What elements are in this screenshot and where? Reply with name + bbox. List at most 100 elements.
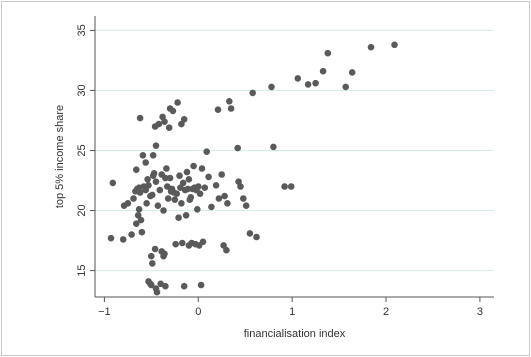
scatter-point bbox=[142, 186, 149, 194]
y-tick-label: 25 bbox=[76, 144, 88, 156]
scatter-point bbox=[367, 43, 375, 51]
scatter-point bbox=[149, 260, 156, 267]
scatter-point bbox=[179, 239, 186, 247]
scatter-point bbox=[226, 98, 233, 105]
x-tick-label: 1 bbox=[289, 306, 295, 318]
scatter-point bbox=[312, 79, 319, 87]
scatter-point bbox=[183, 168, 191, 176]
scatter-point bbox=[187, 194, 195, 201]
scatter-point bbox=[133, 166, 140, 173]
scatter-point bbox=[135, 206, 143, 213]
scatter-point bbox=[195, 183, 202, 190]
scatter-point bbox=[324, 49, 332, 57]
y-tick-label: 20 bbox=[76, 204, 88, 216]
scatter-point bbox=[163, 165, 170, 172]
scatter-point bbox=[198, 165, 206, 172]
scatter-point bbox=[144, 176, 151, 183]
scatter-point bbox=[152, 178, 160, 185]
scatter-point bbox=[174, 99, 181, 106]
gridlines bbox=[95, 29, 494, 272]
scatter-point bbox=[190, 162, 197, 170]
scatter-point bbox=[234, 144, 241, 152]
scatter-point bbox=[212, 182, 220, 189]
scatter-point bbox=[107, 234, 115, 242]
scatter-point bbox=[237, 183, 244, 190]
x-tick-label: −1 bbox=[98, 306, 111, 318]
scatter-point bbox=[124, 200, 132, 207]
scatter-point bbox=[139, 152, 147, 159]
scatter-point bbox=[227, 105, 235, 112]
scatter-point bbox=[184, 185, 192, 193]
scatter-point bbox=[179, 179, 187, 187]
scatter-point bbox=[161, 118, 168, 125]
y-tick-label: 15 bbox=[76, 264, 88, 276]
scatter-point bbox=[175, 214, 182, 221]
scatter-point bbox=[165, 124, 173, 131]
scatter-point bbox=[169, 107, 177, 115]
scatter-point bbox=[253, 233, 260, 241]
scatter-point bbox=[154, 202, 162, 209]
x-tick-label: 0 bbox=[195, 306, 201, 318]
axes: 15 20 25 30 35 −1 0 1 2 3 bbox=[76, 16, 494, 318]
scatter-point bbox=[197, 281, 205, 289]
scatter-point bbox=[162, 174, 169, 182]
scatter-point bbox=[304, 81, 312, 88]
scatter-point bbox=[151, 245, 159, 253]
scatter-point bbox=[152, 142, 160, 149]
scatter-point bbox=[208, 203, 215, 211]
scatter-point bbox=[160, 207, 167, 214]
scatter-point bbox=[205, 173, 212, 181]
scatter-point bbox=[199, 238, 207, 246]
scatter-point bbox=[162, 282, 169, 290]
scatter-point bbox=[242, 202, 250, 209]
scatter-point bbox=[133, 220, 140, 227]
scatter-point bbox=[171, 196, 179, 203]
scatter-point bbox=[391, 41, 398, 49]
x-tick-label: 3 bbox=[477, 306, 483, 318]
scatter-point bbox=[142, 159, 149, 166]
scatter-point bbox=[153, 288, 161, 296]
scatter-point bbox=[223, 246, 230, 254]
scatter-point bbox=[218, 171, 225, 178]
y-tick-label: 30 bbox=[76, 84, 88, 96]
scatter-point bbox=[180, 116, 188, 123]
scatter-point bbox=[270, 143, 277, 151]
scatter-point bbox=[136, 189, 144, 196]
scatter-point bbox=[149, 191, 156, 199]
scatter-point bbox=[342, 83, 350, 91]
scatter-point bbox=[137, 216, 145, 224]
scatter-point bbox=[268, 83, 275, 91]
scatter-point bbox=[201, 184, 209, 191]
scatter-point bbox=[145, 182, 152, 189]
scatter-point bbox=[294, 75, 302, 82]
scatter-point bbox=[214, 106, 222, 113]
data-points bbox=[107, 41, 398, 296]
scatter-point bbox=[166, 174, 174, 182]
scatter-point bbox=[281, 183, 288, 190]
scatter-point bbox=[287, 183, 295, 190]
scatter-point bbox=[155, 120, 163, 128]
scatter-point bbox=[156, 186, 164, 194]
scatter-point bbox=[224, 200, 231, 207]
scatter-point bbox=[134, 212, 142, 219]
scatter-point bbox=[203, 148, 210, 155]
scatter-point bbox=[176, 172, 183, 179]
scatter-point bbox=[128, 231, 135, 238]
scatter-point bbox=[161, 250, 168, 258]
scatter-point bbox=[173, 190, 180, 197]
x-tick-label: 2 bbox=[383, 306, 389, 318]
scatter-point bbox=[148, 252, 155, 260]
scatter-point bbox=[164, 195, 172, 202]
scatter-point bbox=[130, 195, 137, 202]
scatter-point bbox=[240, 195, 247, 202]
scatter-point bbox=[319, 67, 327, 75]
scatter-point bbox=[246, 230, 254, 237]
scatter-point bbox=[180, 282, 188, 290]
x-axis-title: financialisation index bbox=[244, 328, 346, 340]
y-tick-label: 35 bbox=[76, 24, 88, 36]
scatter-point bbox=[119, 236, 127, 243]
scatter-point bbox=[178, 200, 185, 207]
scatter-point bbox=[136, 114, 144, 122]
scatter-point bbox=[143, 200, 150, 207]
